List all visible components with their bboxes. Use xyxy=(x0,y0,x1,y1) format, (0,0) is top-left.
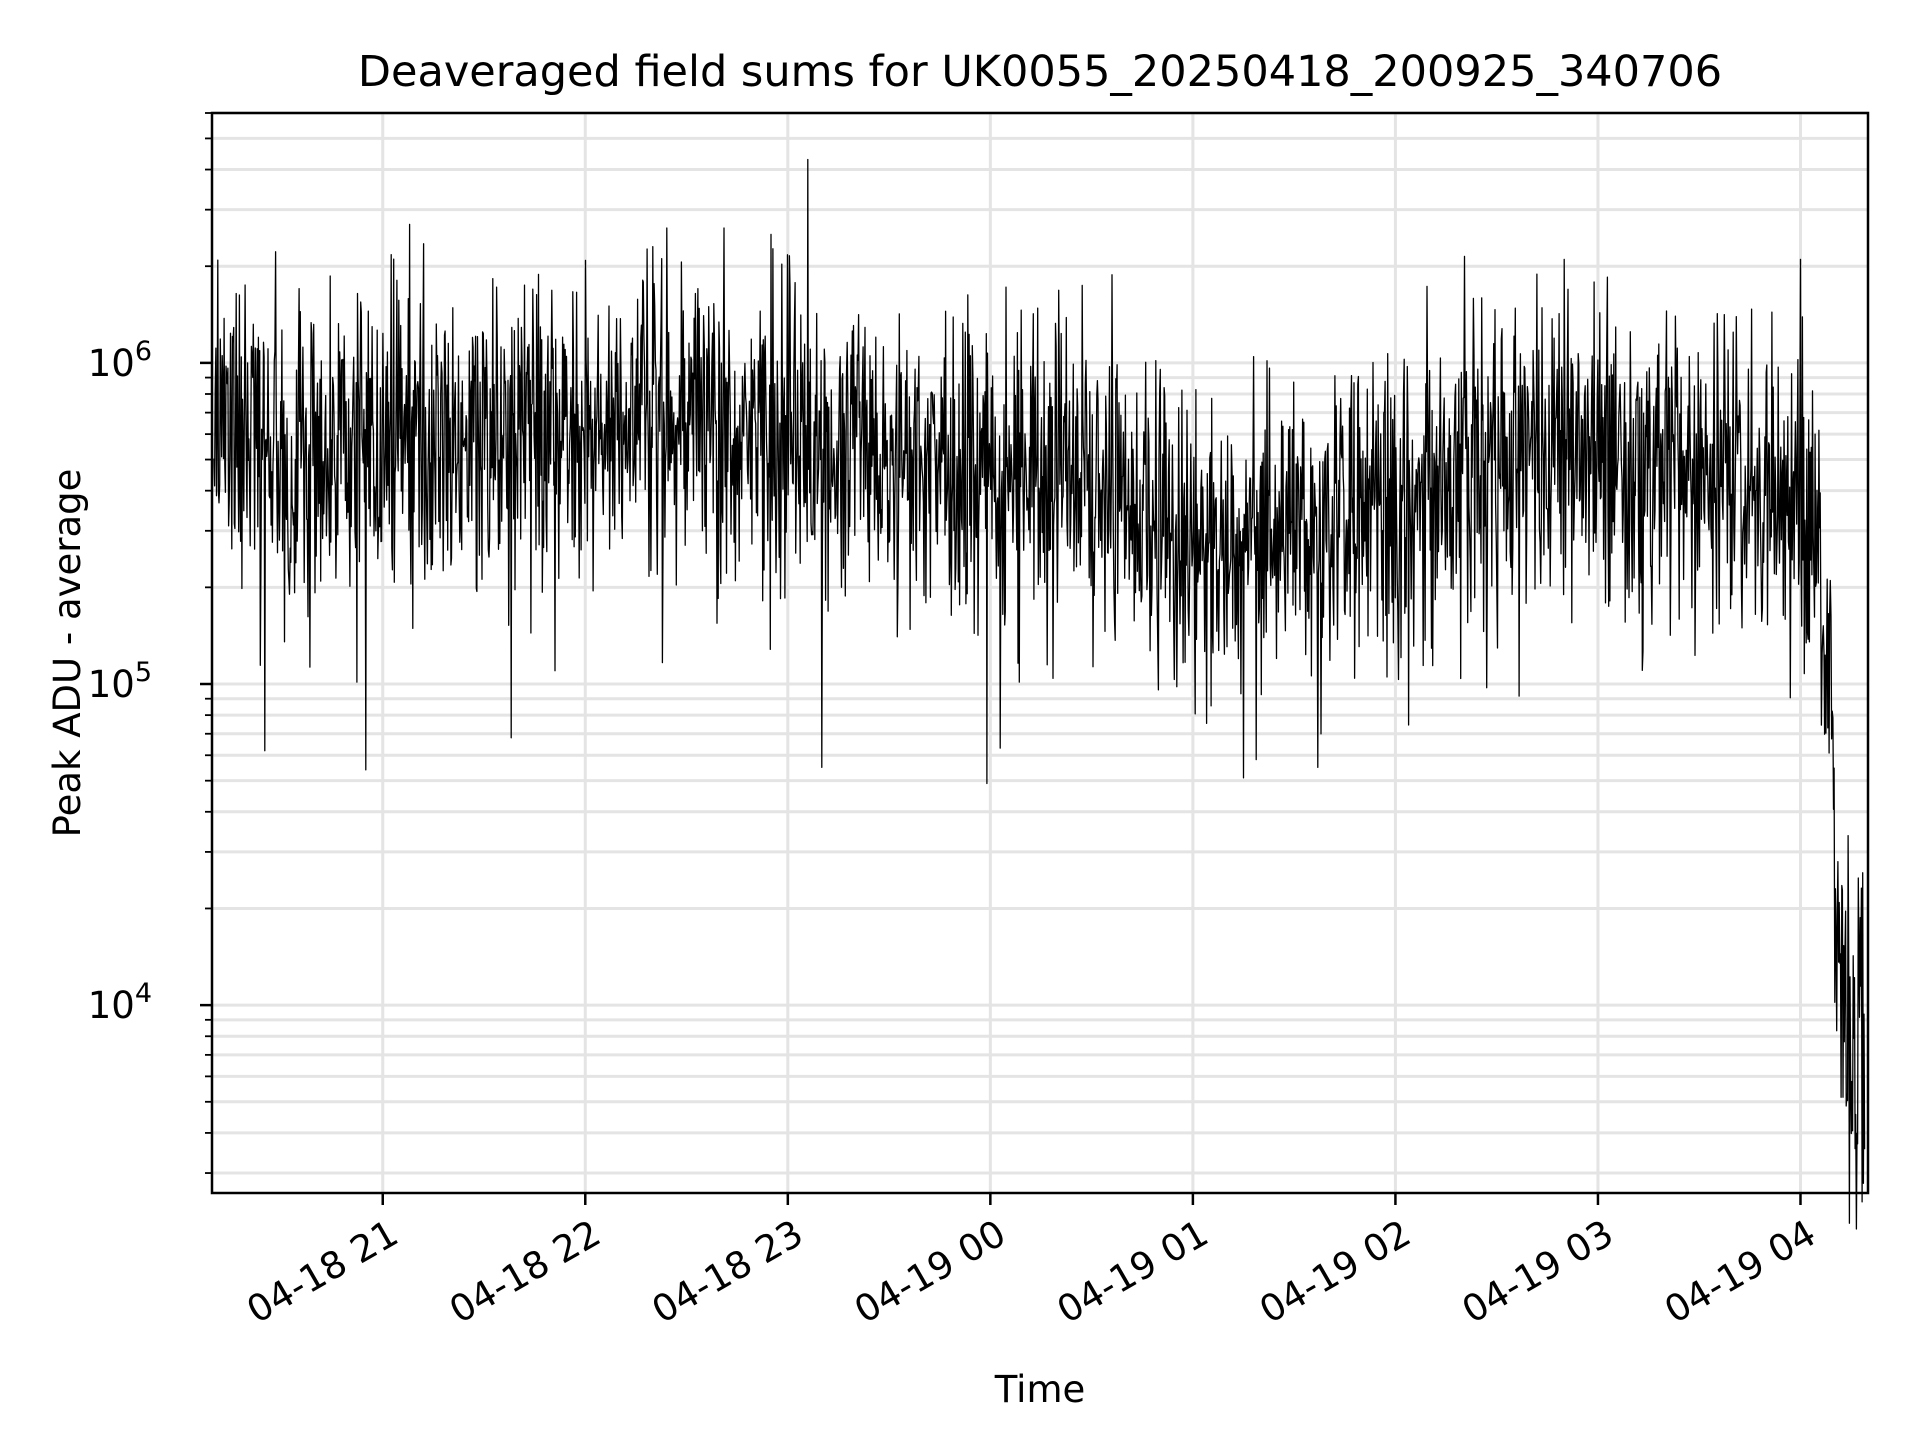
y-tick-label: 104 xyxy=(88,978,152,1027)
series-layer xyxy=(213,158,1866,1230)
plot-frame xyxy=(210,111,1870,1195)
y-tick-exponent: 4 xyxy=(135,978,152,1009)
y-tick-base: 10 xyxy=(88,342,135,385)
x-axis-label: Time xyxy=(994,1368,1086,1411)
y-tick-base: 10 xyxy=(88,663,135,706)
y-tick-base: 10 xyxy=(88,984,135,1027)
y-tick-label: 105 xyxy=(88,657,152,706)
y-tick-label: 106 xyxy=(88,336,152,385)
y-tick-exponent: 6 xyxy=(135,336,152,367)
y-axis-label: Peak ADU - average xyxy=(46,469,89,838)
series-line xyxy=(213,158,1866,1230)
chart-title: Deaveraged field sums for UK0055_2025041… xyxy=(358,47,1722,97)
y-tick-exponent: 5 xyxy=(135,657,152,688)
